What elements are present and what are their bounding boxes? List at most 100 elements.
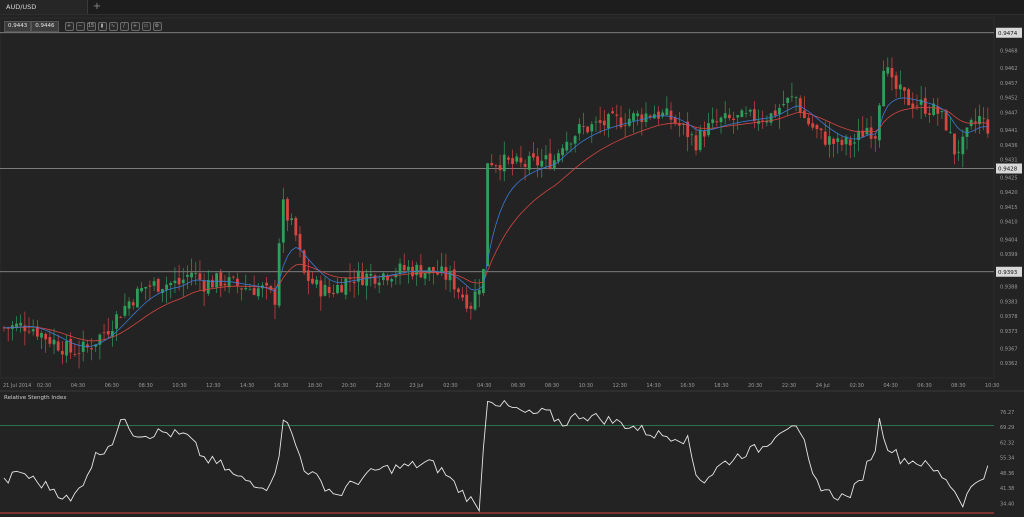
- x-tick-label: 24 Jul: [816, 383, 830, 389]
- candle-body: [574, 136, 577, 143]
- tab-aud-usd[interactable]: AUD/USD: [0, 0, 88, 14]
- candle-body: [253, 288, 256, 295]
- candle-body: [40, 333, 43, 338]
- candle-body: [653, 114, 656, 118]
- candle-body: [586, 127, 589, 133]
- zoom-in-icon[interactable]: +: [65, 22, 74, 31]
- candle-body: [540, 161, 543, 167]
- candle-body: [678, 124, 681, 126]
- drawing-icon[interactable]: /: [120, 22, 129, 31]
- chart-type-icon[interactable]: ▮: [98, 22, 107, 31]
- candle-body: [753, 109, 756, 121]
- indicators-icon[interactable]: ∿: [109, 22, 118, 31]
- candle-body: [319, 281, 322, 297]
- candle-body: [686, 122, 689, 137]
- candle-body: [615, 115, 618, 116]
- zoom-out-icon[interactable]: −: [76, 22, 85, 31]
- rsi-y-tick-label: 76.27: [1000, 410, 1014, 416]
- candle-body: [986, 119, 989, 133]
- candle-body: [961, 137, 964, 154]
- candle-body: [765, 121, 768, 123]
- candle-body: [595, 122, 598, 123]
- candle-body: [36, 326, 39, 336]
- candle-body: [207, 280, 210, 294]
- candle-body: [274, 289, 277, 305]
- x-tick-label: 21 Jul 2014: [3, 383, 31, 389]
- candle-body: [144, 287, 147, 289]
- candle-body: [620, 117, 623, 127]
- candle-body: [757, 121, 760, 124]
- candle-body: [590, 124, 593, 131]
- candle-body: [411, 267, 414, 276]
- y-tick-label: 0.9447: [1000, 110, 1018, 116]
- candle-body: [911, 104, 914, 108]
- candle-body: [828, 136, 831, 144]
- candle-body: [203, 280, 206, 291]
- y-tick-label: 0.9441: [1000, 128, 1018, 134]
- candle-body: [774, 111, 777, 116]
- candle-body: [695, 135, 698, 150]
- candle-body: [882, 71, 885, 106]
- candle-body: [128, 301, 131, 308]
- candle-body: [490, 163, 493, 165]
- candle-body: [111, 331, 114, 337]
- candle-body: [803, 111, 806, 119]
- candle-body: [891, 68, 894, 77]
- candle-body: [32, 329, 35, 331]
- candle-body: [90, 348, 93, 349]
- candle-body: [886, 67, 889, 73]
- ask-price[interactable]: 0.9446: [31, 21, 58, 32]
- candle-body: [161, 289, 164, 293]
- candle-body: [611, 111, 614, 113]
- candle-body: [132, 302, 135, 305]
- candle-body: [182, 280, 185, 283]
- candle-body: [3, 327, 6, 328]
- candle-body: [449, 271, 452, 280]
- candle-body: [682, 124, 685, 125]
- x-tick-label: 20:30: [342, 383, 356, 389]
- candle-body: [311, 279, 314, 284]
- candle-body: [344, 279, 347, 295]
- candle-body: [444, 267, 447, 280]
- candle-body: [745, 113, 748, 114]
- template-icon[interactable]: ▭: [142, 22, 151, 31]
- candle-body: [711, 119, 714, 123]
- settings-icon[interactable]: ⚙: [153, 22, 162, 31]
- crosshair-icon[interactable]: +: [131, 22, 140, 31]
- candle-body: [199, 273, 202, 279]
- x-tick-label: 06:30: [511, 383, 525, 389]
- timeframe-icon[interactable]: 15: [87, 22, 96, 31]
- candle-body: [645, 113, 648, 122]
- candle-body: [670, 111, 673, 120]
- candle-body: [424, 273, 427, 279]
- candle-body: [436, 272, 439, 275]
- y-tick-label: 0.9404: [1000, 237, 1018, 243]
- candle-body: [874, 136, 877, 138]
- candle-body: [824, 132, 827, 145]
- candle-body: [607, 114, 610, 128]
- candle-body: [61, 351, 64, 355]
- candle-body: [982, 118, 985, 119]
- candle-body: [361, 272, 364, 285]
- add-tab-icon[interactable]: +: [90, 0, 104, 14]
- candle-body: [749, 110, 752, 112]
- candle-body: [390, 279, 393, 281]
- candle-body: [795, 97, 798, 98]
- candle-body: [153, 281, 156, 286]
- candle-body: [190, 273, 193, 278]
- rsi-y-tick-label: 55.34: [1000, 456, 1014, 462]
- bid-price[interactable]: 0.9443: [4, 21, 31, 32]
- candle-body: [232, 277, 235, 278]
- candle-body: [69, 339, 72, 353]
- candle-body: [503, 155, 506, 172]
- y-tick-label: 0.9431: [1000, 158, 1018, 164]
- candle-body: [73, 354, 76, 355]
- candle-body: [157, 279, 160, 292]
- rsi-line: [4, 401, 988, 511]
- candle-body: [282, 199, 285, 242]
- candle-body: [290, 218, 293, 220]
- candle-body: [194, 273, 197, 274]
- candle-body: [349, 277, 352, 278]
- x-tick-label: 04:30: [477, 383, 491, 389]
